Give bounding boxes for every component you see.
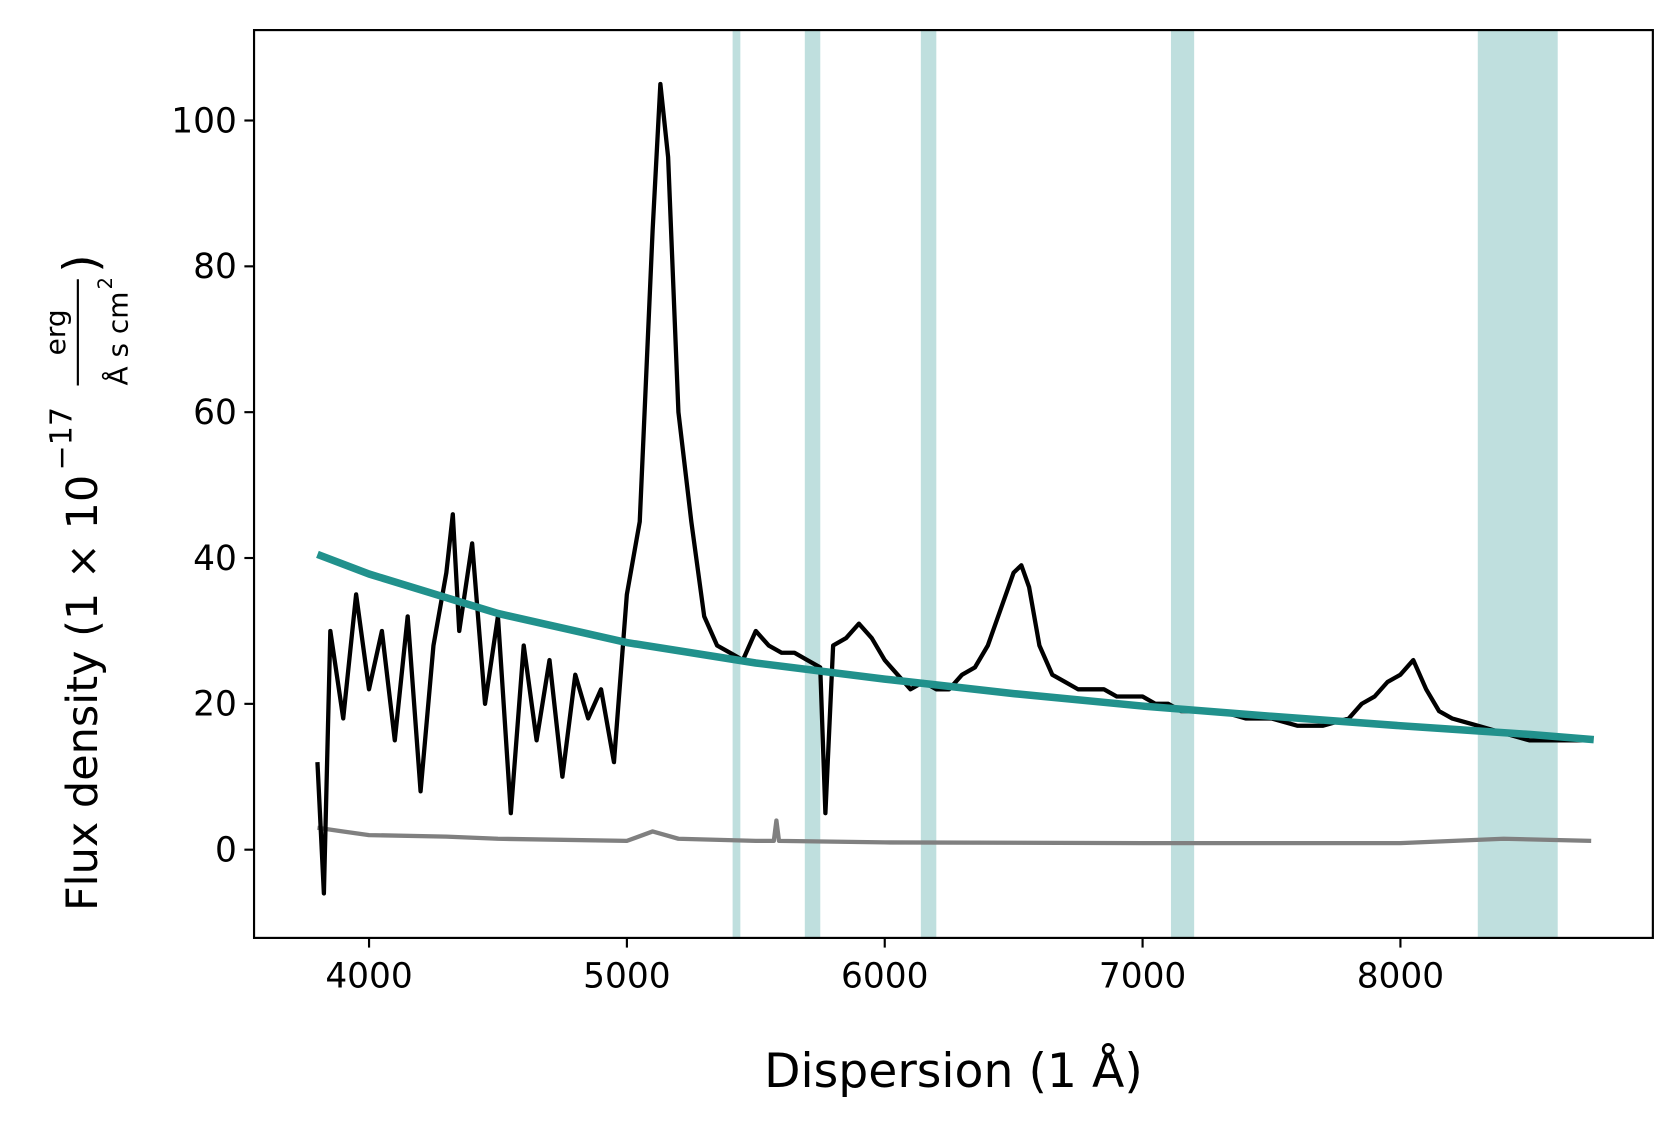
y-label-denominator-exponent: 2: [94, 277, 117, 289]
x-tick-label: 6000: [841, 956, 928, 996]
y-tick-label: 100: [171, 101, 237, 141]
plot-frame: [252, 29, 1654, 939]
x-tick-label: 5000: [583, 956, 670, 996]
shaded-region: [732, 30, 741, 938]
x-tick-label: 4000: [325, 956, 412, 996]
y-label-exponent: −17: [44, 407, 79, 470]
y-tick-label: 60: [193, 393, 237, 433]
y-axis-label: Flux density (1 × 10 −17 erg Å s cm 2): [39, 254, 134, 911]
series-line: [315, 81, 1592, 896]
y-tick-label: 20: [193, 685, 237, 725]
y-tick-label: 0: [215, 831, 237, 871]
y-label-numerator: erg: [39, 309, 72, 355]
y-label-close: ): [54, 254, 109, 272]
y-tick-label: 40: [193, 539, 237, 579]
shaded-region: [1170, 30, 1195, 938]
shaded-region: [1477, 30, 1558, 938]
y-label-denominator: Å s cm: [100, 292, 134, 386]
series-line: [316, 550, 1595, 744]
x-tick-label: 7000: [1099, 956, 1186, 996]
shaded-region: [804, 30, 821, 938]
y-label-main: Flux density (1 × 10: [58, 475, 108, 911]
series-line: [317, 818, 1592, 846]
x-tick-label: 8000: [1357, 956, 1444, 996]
y-tick-label: 80: [193, 247, 237, 287]
x-axis-label: Dispersion (1 Å): [764, 1042, 1143, 1099]
shaded-region: [920, 30, 937, 938]
